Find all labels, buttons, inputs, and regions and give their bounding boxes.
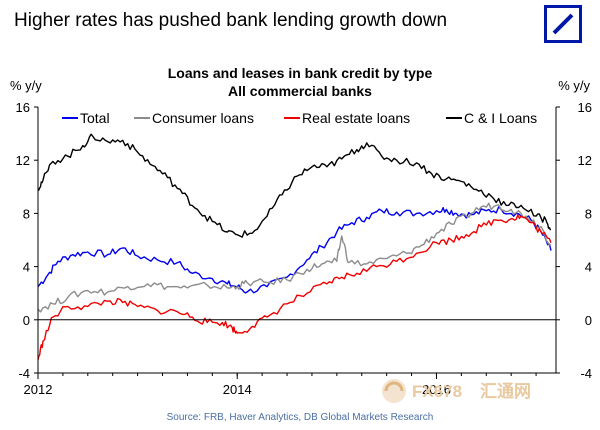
y-tick-label-left: 16 bbox=[16, 100, 30, 115]
watermark-latin: FX678 bbox=[412, 382, 462, 401]
legend-label: Real estate loans bbox=[302, 110, 410, 126]
legend-label: C & I Loans bbox=[464, 110, 537, 126]
legend: Total Consumer loans Real estate loans C & … bbox=[62, 110, 537, 126]
deutsche-bank-logo-icon bbox=[544, 5, 582, 43]
axes: -4 -4 0 0 4 4 8 8 12 12 16 16 2012 2014 2016 bbox=[16, 100, 592, 397]
y-axis-label-left: % y/y bbox=[10, 78, 42, 93]
x-tick-label: 2012 bbox=[24, 382, 53, 397]
series-line-c-i-loans bbox=[37, 133, 552, 238]
headline: Higher rates has pushed bank lending gro… bbox=[14, 10, 448, 31]
y-tick-label-right: -4 bbox=[580, 366, 592, 381]
y-tick-label-right: 16 bbox=[578, 100, 592, 115]
legend-label: Total bbox=[80, 110, 110, 126]
y-tick-label-right: 12 bbox=[578, 153, 592, 168]
y-tick-label-right: 8 bbox=[585, 206, 592, 221]
y-tick-label-right: 4 bbox=[585, 260, 592, 275]
y-tick-label-left: 12 bbox=[16, 153, 30, 168]
watermark: FX678 汇通网 bbox=[382, 379, 531, 403]
series-line-real-estate-loans bbox=[37, 214, 552, 360]
y-tick-label-left: -4 bbox=[18, 366, 30, 381]
series-line-total bbox=[37, 206, 552, 294]
y-tick-label-right: 0 bbox=[585, 313, 592, 328]
y-tick-label-left: 4 bbox=[23, 260, 30, 275]
legend-label: Consumer loans bbox=[152, 110, 254, 126]
chart-title: Loans and leases in bank credit by type bbox=[168, 65, 433, 81]
source-note: Source: FRB, Haver Analytics, DB Global … bbox=[167, 412, 434, 423]
x-tick-label: 2016 bbox=[422, 382, 451, 397]
y-tick-label-left: 0 bbox=[23, 313, 30, 328]
y-tick-label-left: 8 bbox=[23, 206, 30, 221]
watermark-cn: 汇通网 bbox=[480, 382, 531, 401]
chart-subtitle: All commercial banks bbox=[228, 83, 372, 99]
x-tick-label: 2014 bbox=[223, 382, 252, 397]
y-axis-label-right: % y/y bbox=[558, 78, 590, 93]
series-line-consumer-loans bbox=[37, 202, 552, 313]
plot-area bbox=[37, 133, 552, 360]
